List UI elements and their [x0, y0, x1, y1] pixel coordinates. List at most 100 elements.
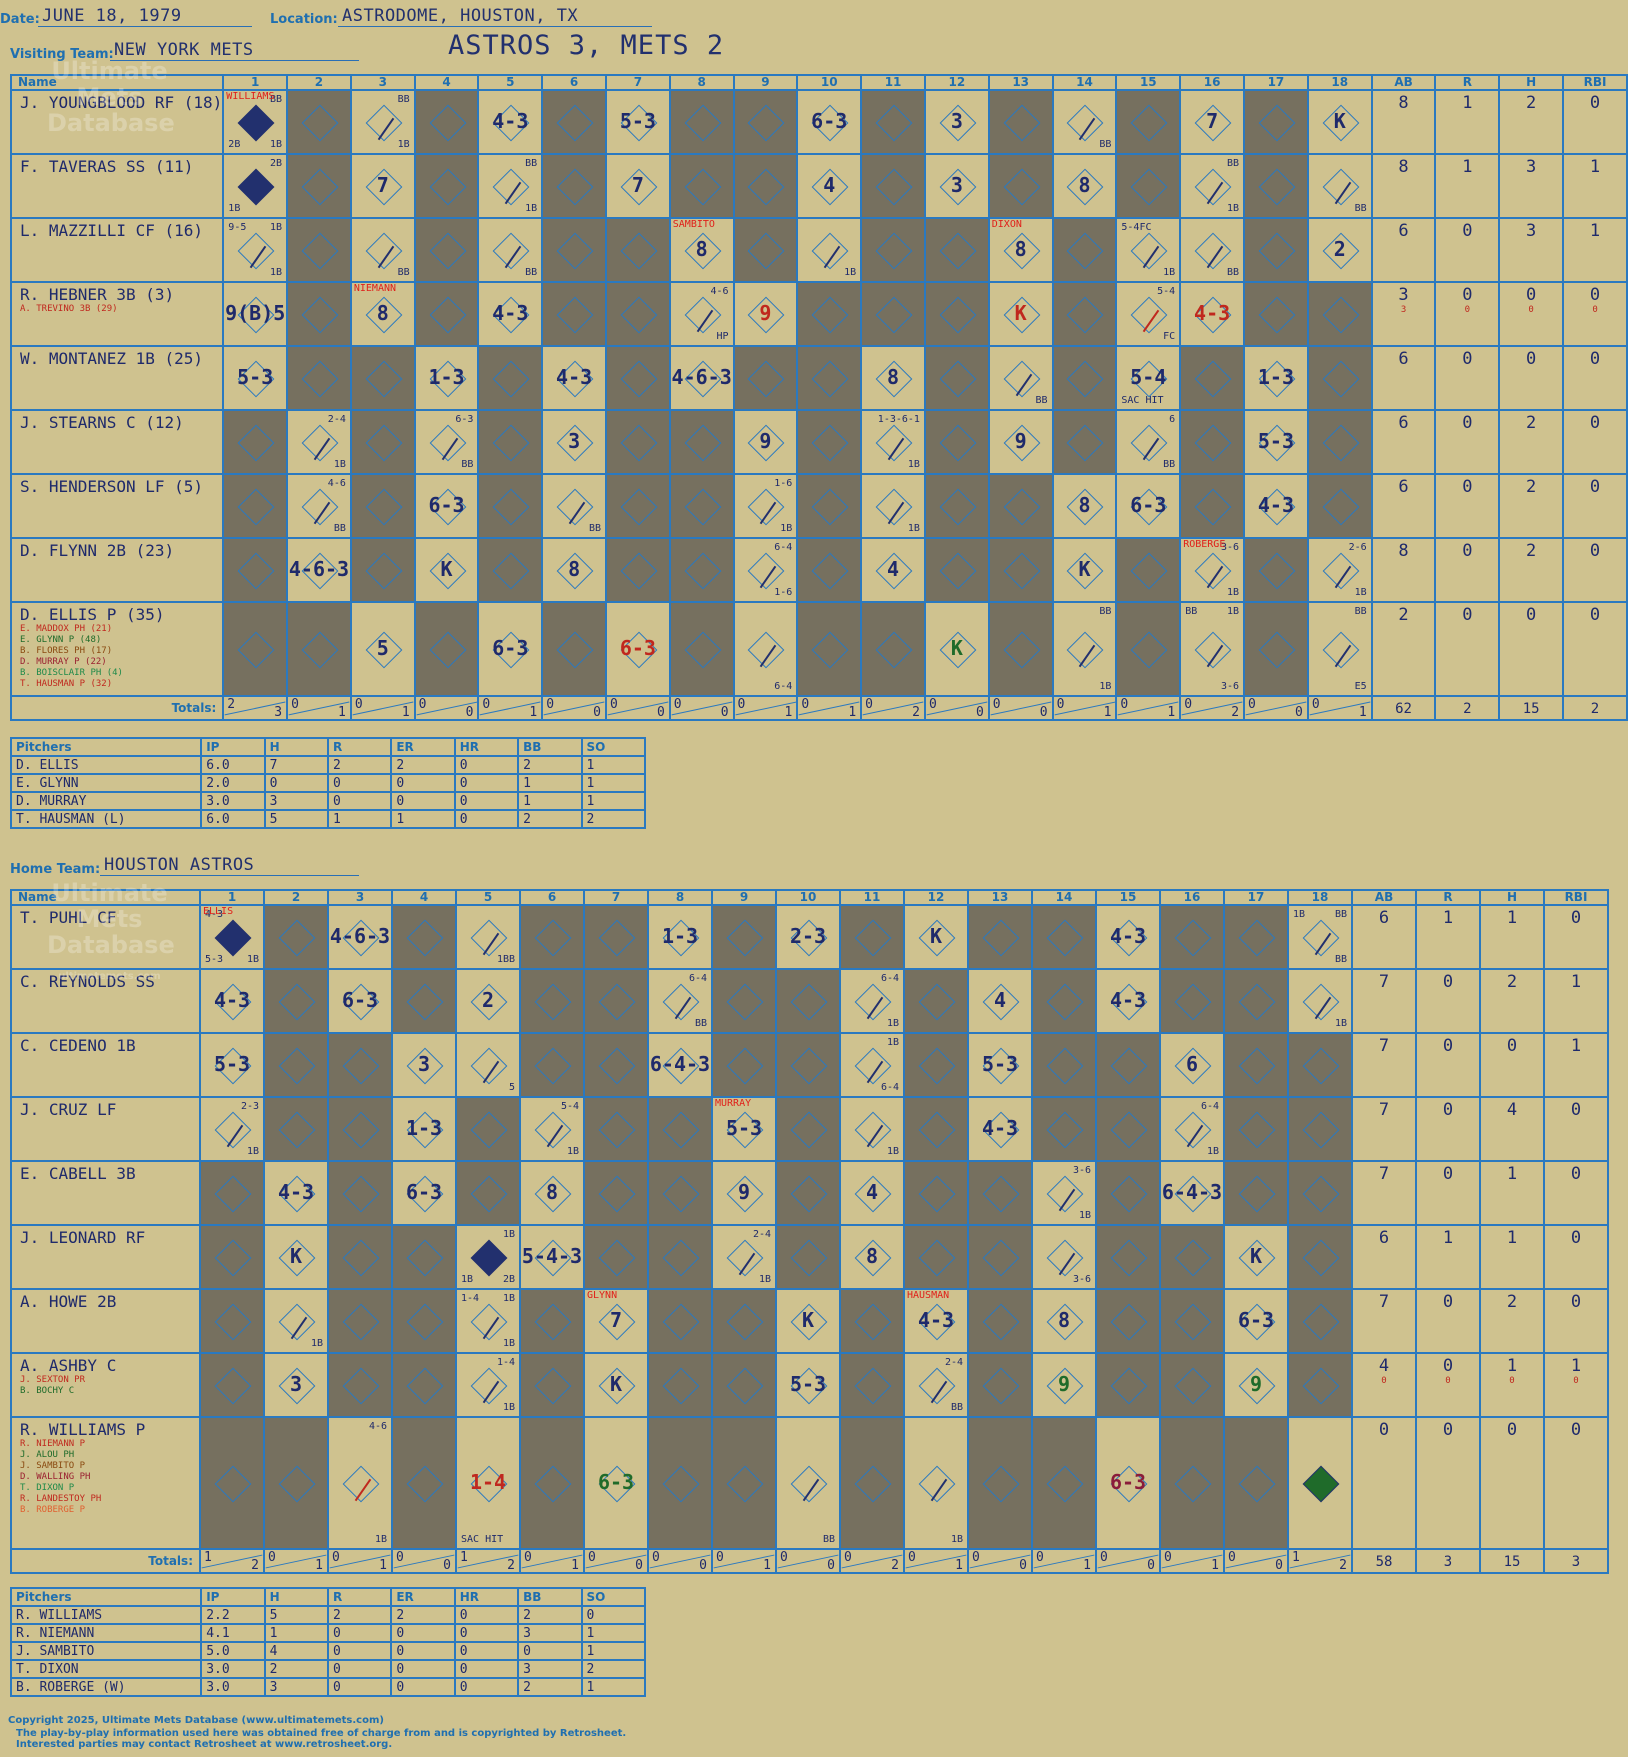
play-result: 2	[1333, 237, 1346, 261]
diamond	[301, 631, 339, 669]
diamond	[1110, 1367, 1148, 1405]
inning-hits: 1	[529, 705, 538, 720]
inning-runs: 0	[291, 697, 299, 712]
pitching-stat: 3	[517, 1659, 583, 1679]
diamond	[1322, 488, 1360, 526]
pitcher-row: J. SAMBITO 5.0 4 0 0 0 0 1	[9, 1641, 647, 1661]
play-note: 1B	[270, 267, 283, 278]
diamond	[598, 1047, 636, 1085]
pitcher-change-note: NIEMANN	[353, 283, 397, 294]
diamond	[790, 1175, 828, 1213]
at-bat-cell	[1243, 601, 1309, 697]
play-note: 1B	[566, 1146, 579, 1157]
diamond	[1130, 296, 1168, 334]
at-bat-cell	[583, 1224, 649, 1290]
at-bat-cell	[1115, 153, 1182, 219]
at-bat-cell	[286, 217, 352, 283]
stat-rbi: 1	[1562, 217, 1628, 283]
diamond	[1302, 1047, 1340, 1085]
at-bat-cell	[1223, 968, 1289, 1034]
stat-value: 2	[1526, 477, 1537, 497]
at-bat-cell	[1306, 345, 1373, 411]
at-bat-cell	[413, 601, 480, 697]
at-bat-cell: 6-4 1-6	[732, 537, 799, 603]
diamond	[237, 104, 275, 142]
diamond	[939, 424, 977, 462]
batter-name-cell: J. LEONARD RF	[10, 1224, 201, 1290]
stat-value: 0	[1462, 477, 1473, 497]
at-bat-cell	[775, 1160, 841, 1226]
diamond	[939, 232, 977, 270]
inning-header: 2	[263, 889, 329, 906]
play-note: 1B	[907, 459, 920, 470]
diamond	[598, 1111, 636, 1149]
diamond	[748, 552, 785, 590]
inning-header: 13	[967, 889, 1033, 906]
play-note: 1-4	[461, 1293, 480, 1304]
inning-hits: 2	[912, 705, 920, 720]
pitching-stat: 0	[390, 1623, 456, 1643]
batter-name: C. CEDENO 1B	[20, 1036, 136, 1055]
stat-value: 0	[1462, 541, 1473, 561]
pitching-stat: 1	[390, 809, 456, 829]
at-bat-cell	[1243, 537, 1309, 603]
at-bat-cell	[1159, 968, 1225, 1034]
at-bat-cell	[413, 217, 480, 283]
diamond	[620, 296, 658, 334]
inning-header: 8	[668, 74, 735, 91]
pitching-header: BB	[517, 737, 583, 757]
at-bat-cell: K	[1223, 1224, 1289, 1290]
at-bat-cell: 4-6 HP	[668, 281, 735, 347]
diamond	[748, 104, 785, 142]
pitcher-row: T. HAUSMAN (L) 6.0 5 1 1 0 2 2	[9, 809, 647, 829]
at-bat-cell	[1115, 537, 1182, 603]
diamond	[1302, 1465, 1340, 1503]
diamond	[790, 983, 828, 1021]
play-note: HP	[716, 331, 729, 342]
inning-hits: 1	[379, 1558, 387, 1573]
at-bat-cell: 4-3	[199, 968, 265, 1034]
diamond	[556, 488, 594, 526]
at-bat-cell	[987, 473, 1054, 539]
stat-rbi: 0	[1543, 1224, 1609, 1290]
diamond	[237, 488, 275, 526]
at-bat-cell: 7 GLYNN	[583, 1288, 649, 1354]
at-bat-cell	[1051, 345, 1118, 411]
diamond	[278, 983, 316, 1021]
at-bat-cell	[1159, 1224, 1225, 1290]
at-bat-cell: 1-3-6-1 1B	[860, 409, 926, 475]
stat-value: 0	[1378, 1420, 1390, 1440]
diamond	[406, 1367, 444, 1405]
at-bat-cell	[413, 89, 480, 155]
play-result: 4-3	[556, 365, 593, 389]
diamond	[1003, 552, 1041, 590]
pitching-stat: 3	[263, 791, 329, 811]
pitching-stat: 7	[263, 755, 329, 775]
play-result: 4-6-3	[671, 365, 732, 389]
at-bat-cell: 6-4-3	[1159, 1160, 1225, 1226]
home-pitching-table: Pitchers IP H R ER HR BB SO R. WILLIAMS 2.2 5 2 2 0 2 0…	[9, 1587, 647, 1697]
diamond	[365, 488, 403, 526]
at-bat-cell: BB	[541, 473, 607, 539]
at-bat-cell: 1-3	[391, 1096, 457, 1162]
pitching-stat: 0	[390, 773, 456, 793]
at-bat-cell	[711, 968, 777, 1034]
inning-header: 6	[541, 74, 607, 91]
at-bat-cell	[1243, 281, 1309, 347]
pitcher-change-note: ROBERGE	[1183, 539, 1226, 550]
diamond	[1130, 552, 1168, 590]
at-bat-cell	[967, 1416, 1033, 1550]
pitcher-row: D. MURRAY 3.0 3 0 0 0 1 1	[9, 791, 647, 811]
stat-h: 2	[1498, 473, 1565, 539]
substitute-name: B. BOCHY C	[20, 1386, 75, 1396]
diamond	[918, 1047, 956, 1085]
at-bat-cell: 5-4-3	[519, 1224, 585, 1290]
substitute-name: A. TREVINO 3B (29)	[20, 304, 118, 314]
at-bat-cell: 1BB	[455, 904, 521, 970]
diamond	[726, 1239, 764, 1277]
